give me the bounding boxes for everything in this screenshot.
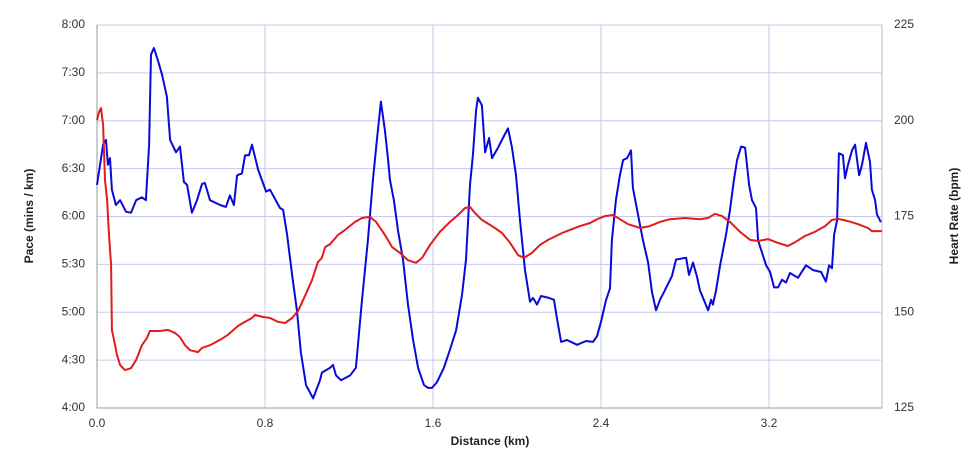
y-tick-label: 5:30 [62,257,86,271]
y-tick-label: 4:30 [62,352,86,366]
y2-tick-label: 225 [894,17,914,31]
x-axis-title: Distance (km) [451,434,530,448]
y-tick-label: 4:00 [62,400,86,414]
y-axis-title: Pace (mins / km) [22,169,36,264]
y2-tick-label: 125 [894,400,914,414]
y2-tick-label: 150 [894,304,914,318]
y2-tick-label: 200 [894,113,914,127]
y-tick-label: 5:00 [62,304,86,318]
x-tick-label: 2.4 [593,416,610,430]
y-tick-label: 6:30 [62,161,86,175]
x-tick-label: 3.2 [761,416,778,430]
y2-axis-title: Heart Rate (bpm) [947,168,961,265]
y-tick-label: 7:00 [62,113,86,127]
data-line [96,107,882,372]
y-tick-label: 8:00 [62,17,86,31]
y-tick-label: 7:30 [62,65,86,79]
y-tick-label: 6:00 [62,209,86,223]
x-tick-label: 0.0 [89,416,106,430]
data-line [96,47,882,400]
x-tick-label: 1.6 [425,416,442,430]
x-tick-label: 0.8 [257,416,274,430]
y2-tick-label: 175 [894,209,914,223]
